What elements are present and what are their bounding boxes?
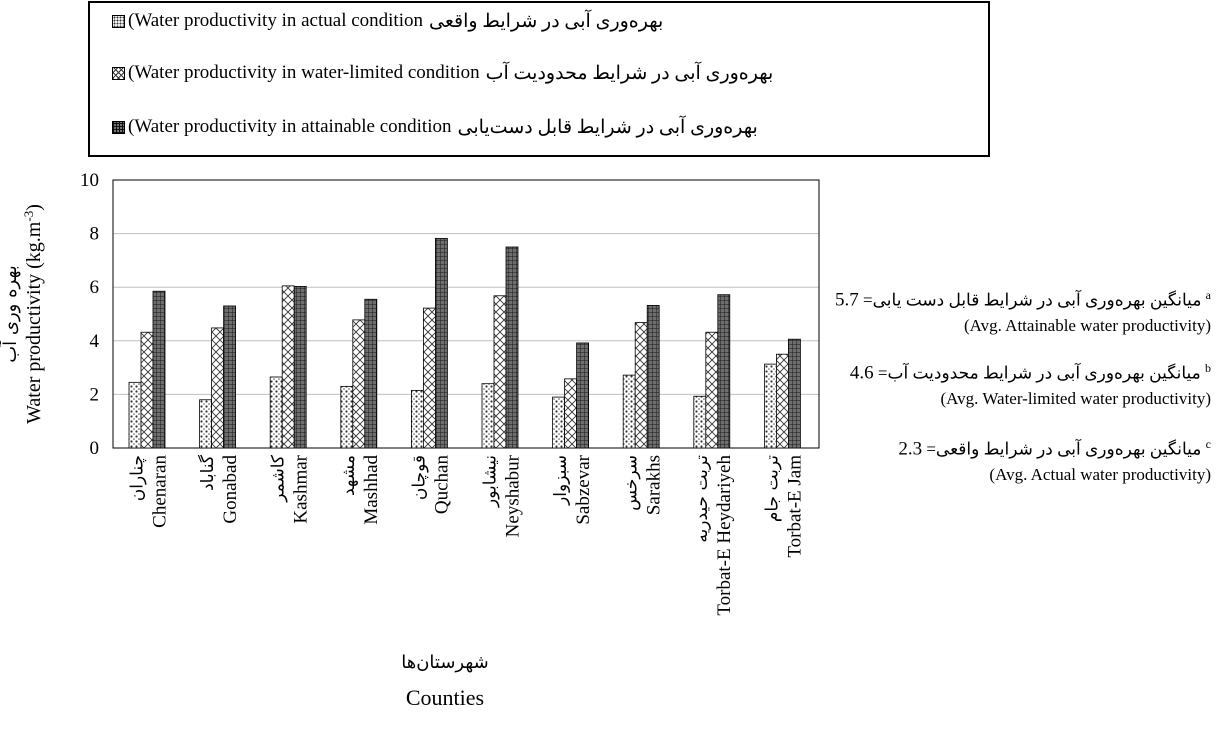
avg-water-limited-note: میانگین بهره‌وری آبی در شرایط محدودیت آب… (850, 356, 1211, 411)
bar-grid (293, 285, 307, 449)
plot-area-frame (112, 179, 820, 449)
bar-grid (788, 338, 801, 449)
bar-dots (199, 399, 213, 449)
note-value: 2.3 (898, 438, 923, 460)
x-tick-label-fa: گناباد (197, 454, 218, 491)
bar-dots (128, 381, 142, 449)
bar-cross (493, 295, 507, 449)
grid-pattern-swatch-icon (112, 120, 125, 134)
x-tick-label-fa: سرخس (622, 455, 642, 511)
bar-grid (364, 298, 378, 449)
x-tick-label-en: Sabzevar (573, 454, 594, 524)
bar-cross (140, 331, 154, 449)
dots-pattern-swatch-icon (112, 14, 125, 28)
y-axis-ticks: 0 2 4 6 8 10 (80, 170, 100, 459)
bar-grid (717, 294, 731, 449)
note-label-fa: میانگین بهره‌وری آبی در شرایط محدودیت آب… (877, 363, 1201, 383)
legend-label-en: (Water productivity in actual condition (128, 10, 423, 31)
legend-label-fa: بهره‌وری آبی در شرایط واقعی (429, 10, 664, 32)
x-tick-label-en: Sarakhs (644, 455, 665, 515)
bar-grid (223, 305, 237, 449)
x-tick-label-fa: تربت جام (763, 455, 783, 522)
bar-grid (505, 246, 519, 449)
legend-item-actual: (Water productivity in actual condition … (112, 9, 663, 33)
bar-cross (211, 327, 225, 449)
bar-dots (552, 396, 565, 449)
legend-label-fa: بهره‌وری آبی در شرایط محدودیت آب (485, 62, 774, 84)
y-tick-label: 10 (80, 170, 99, 191)
note-superscript: c (1205, 437, 1211, 451)
bar-cross (634, 322, 648, 449)
bar-dots (693, 395, 707, 449)
bar-cross (422, 307, 436, 449)
note-label-fa: میانگین بهره‌وری آبی در شرایط قابل دست ی… (863, 290, 1202, 310)
bar-cross (705, 331, 719, 449)
y-axis-label-fa: بهره وری آب (0, 265, 21, 363)
x-tick-label-fa: چناران (127, 455, 147, 501)
note-label-en: (Avg. Water-limited water productivity) (940, 388, 1211, 408)
bar-grid (646, 305, 660, 449)
x-tick-label-fa: سبزوار (551, 455, 571, 506)
y-tick-label: 2 (90, 384, 100, 405)
note-label-fa: میانگین بهره‌وری آبی در شرایط واقعی= (926, 439, 1202, 459)
bar-cross (281, 285, 295, 449)
bar-dots (269, 376, 283, 449)
note-label-en: (Avg. Attainable water productivity) (963, 315, 1211, 335)
x-tick-label-fa: مشهد (339, 455, 359, 496)
cross-pattern-swatch-icon (112, 66, 125, 80)
x-axis-title-en: Counties (406, 685, 484, 710)
x-tick-label-fa: کاشمر (269, 454, 289, 503)
y-tick-label: 4 (90, 331, 100, 352)
bar-cross (352, 319, 366, 449)
x-axis-title-fa: شهرستان‌ها (401, 652, 489, 673)
x-tick-label-en: Mashhad (361, 455, 382, 525)
legend: (Water productivity in actual condition … (88, 1, 990, 157)
y-tick-label: 0 (90, 438, 100, 459)
x-tick-label-en: Kashmar (291, 454, 312, 523)
avg-attainable-note: میانگین بهره‌وری آبی در شرایط قابل دست ی… (835, 283, 1211, 338)
legend-label-fa: بهره‌وری آبی در شرایط قابل دست‌یابی (457, 116, 758, 138)
note-value: 4.6 (849, 362, 874, 384)
y-tick-label: 6 (90, 277, 100, 298)
x-tick-label-en: Chenaran (149, 455, 170, 528)
avg-actual-note: میانگین بهره‌وری آبی در شرایط واقعی= 2.3… (898, 432, 1211, 487)
x-tick-label-en: Neyshabur (502, 454, 523, 537)
note-value: 5.7 (835, 289, 859, 311)
bar-grid (152, 290, 166, 449)
bar-dots (410, 389, 424, 449)
x-tick-label-fa: نیشابور (480, 455, 500, 508)
legend-label-en: (Water productivity in water-limited con… (128, 62, 480, 83)
legend-item-attainable: (Water productivity in attainable condit… (112, 115, 758, 139)
note-superscript: b (1205, 361, 1211, 375)
bars (128, 238, 801, 449)
bar-grid (434, 238, 448, 449)
note-label-en: (Avg. Actual water productivity) (989, 464, 1211, 484)
bar-grid (576, 342, 589, 449)
legend-item-water-limited: (Water productivity in water-limited con… (112, 61, 773, 85)
bar-dots (481, 383, 495, 449)
legend-label-en: (Water productivity in attainable condit… (128, 116, 452, 137)
note-superscript: a (1205, 288, 1211, 302)
x-tick-label-en: Torbat-E Jam (785, 455, 806, 558)
bar-cross (776, 353, 789, 449)
bar-cross (564, 378, 577, 449)
x-tick-label-fa: قوچان (410, 455, 430, 500)
x-axis-labels: چناران Chenaran گناباد Gonabad کاشمر Kashmar م… (127, 454, 805, 616)
bar-dots (340, 385, 354, 449)
x-tick-label-fa: تربت حیدریه (692, 455, 712, 543)
y-tick-label: 8 (90, 224, 100, 245)
y-axis-label-en: Water productivity (kg.m-3) (21, 204, 45, 424)
x-tick-label-en: Gonabad (220, 455, 241, 524)
x-tick-label-en: Torbat-E Heydariyeh (714, 455, 735, 616)
x-tick-label-en: Quchan (432, 455, 453, 515)
bar-dots (764, 363, 777, 449)
bar-dots (622, 374, 636, 449)
